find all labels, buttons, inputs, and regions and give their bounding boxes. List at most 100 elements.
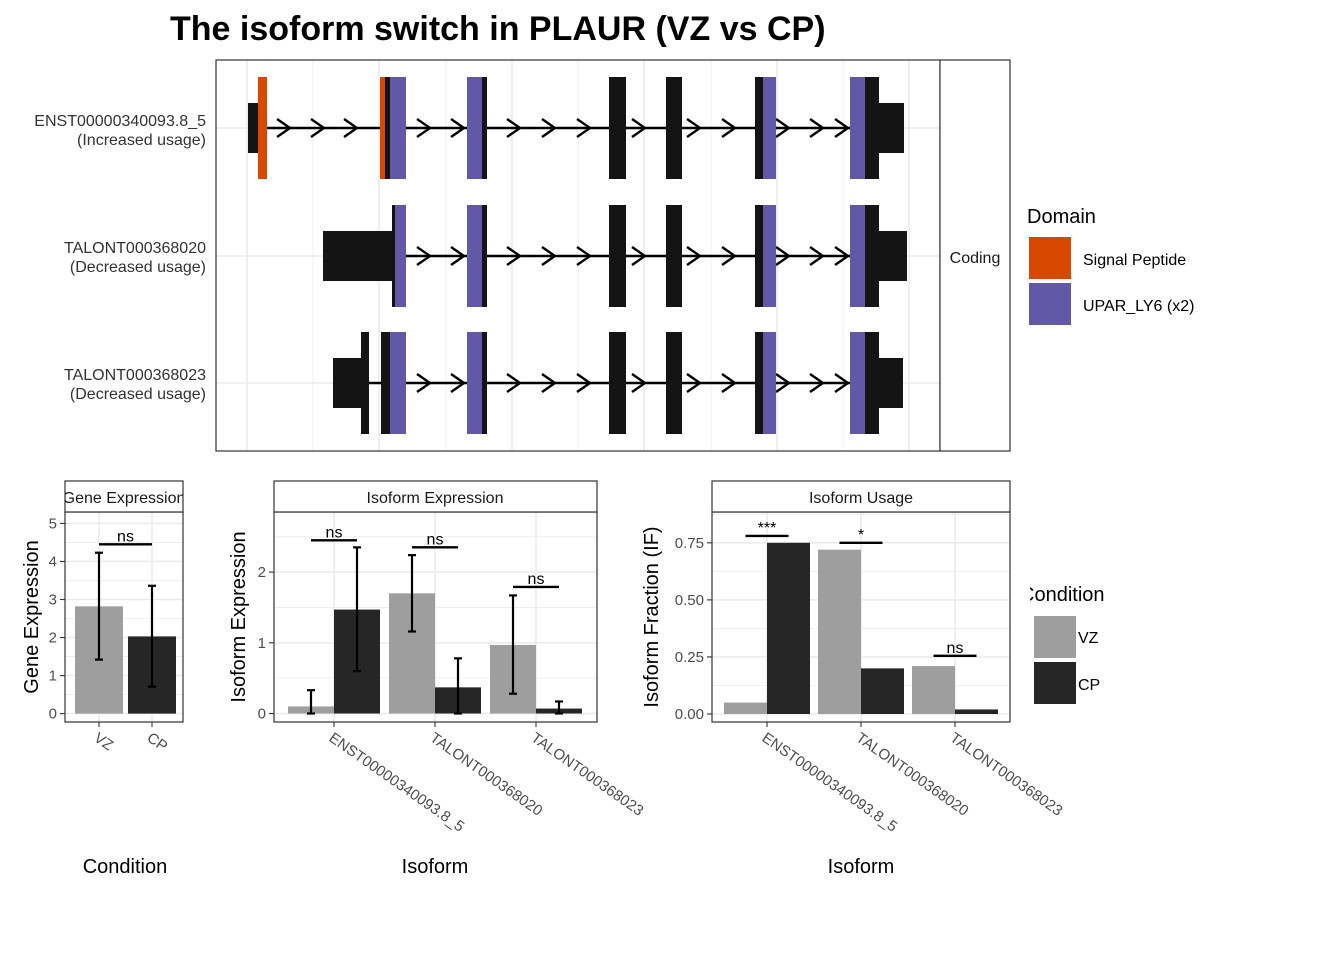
y-tick-label: 3 <box>49 592 57 609</box>
exon <box>381 332 390 434</box>
exon <box>333 358 361 408</box>
bar-vz-1 <box>724 702 767 715</box>
intron-direction-arrow <box>506 246 523 266</box>
signal-peptide-domain <box>380 77 385 179</box>
intron-direction-arrow <box>416 246 433 266</box>
isoform-usage-ylabel: Isoform Fraction (IF) <box>641 526 663 707</box>
coding-strip-label: Coding <box>950 250 1001 267</box>
gene-expression-ylabel: Gene Expression <box>21 540 43 693</box>
y-tick-label: 0.50 <box>675 592 704 609</box>
intron-direction-arrow <box>450 373 467 393</box>
intron-direction-arrow <box>541 246 558 266</box>
upar-domain <box>763 77 776 179</box>
exon <box>666 332 682 434</box>
upar-domain <box>850 205 865 307</box>
exon <box>609 205 626 307</box>
intron-direction-arrow <box>541 373 558 393</box>
exon <box>609 77 626 179</box>
transcript-2-id: TALONT000368020 <box>64 240 206 257</box>
exon <box>755 332 763 434</box>
exon <box>666 77 682 179</box>
isoform-usage-xlabel: Isoform <box>828 856 895 878</box>
gene-expression-strip <box>64 480 184 513</box>
transcript-1-id: ENST00000340093.8_5 <box>34 113 206 130</box>
transcript-3-id: TALONT000368023 <box>64 367 206 384</box>
transcript-track-2 <box>323 205 907 307</box>
y-tick-label: 0 <box>258 706 266 723</box>
exon <box>609 332 626 434</box>
bar-cp-1 <box>767 542 810 715</box>
intron-direction-arrow <box>576 373 593 393</box>
intron-direction-arrow <box>576 118 593 138</box>
gene-expression-strip-label: Gene Expression <box>63 490 186 507</box>
intron-direction-arrow <box>506 373 523 393</box>
upar-domain <box>390 77 406 179</box>
bar-cp-3 <box>955 709 998 715</box>
exon <box>482 332 487 434</box>
significance-label: ns <box>117 528 134 545</box>
exon <box>865 77 879 179</box>
significance-label: * <box>858 527 864 544</box>
exon <box>392 205 395 307</box>
significance-label: *** <box>758 520 777 537</box>
intron-direction-arrow <box>450 246 467 266</box>
exon <box>361 332 369 434</box>
legend-label-vz: VZ <box>1078 630 1099 647</box>
intron-direction-arrow <box>721 373 738 393</box>
intron-direction-arrow <box>631 373 648 393</box>
significance-label: ns <box>427 531 444 548</box>
y-tick-label: 2 <box>49 630 57 647</box>
intron-direction-arrow <box>416 373 433 393</box>
transcript-track-3 <box>333 332 903 434</box>
intron-direction-arrow <box>541 118 558 138</box>
legend-key-cp <box>1034 662 1076 704</box>
domain-legend: Domain Signal Peptide UPAR_LY6 (x2) <box>1027 206 1194 325</box>
exon <box>482 77 487 179</box>
exon <box>755 205 763 307</box>
exon <box>879 358 903 408</box>
x-tick-label: VZ <box>91 729 116 754</box>
intron-direction-arrow <box>809 118 826 138</box>
structure-panel: Coding ENST00000340093.8_5 (Increased us… <box>34 59 1011 452</box>
bar-vz-3 <box>912 666 955 715</box>
exon <box>755 77 763 179</box>
structure-tracks <box>248 77 907 434</box>
upar-domain <box>467 205 482 307</box>
isoform-expression-strip-label: Isoform Expression <box>367 490 504 507</box>
y-tick-label: 4 <box>49 553 57 570</box>
legend-label-signal-peptide: Signal Peptide <box>1083 252 1186 269</box>
domain-legend-title: Domain <box>1027 206 1096 228</box>
upar-domain <box>390 332 406 434</box>
intron-direction-arrow <box>834 246 851 266</box>
condition-legend-title: Condition <box>1020 584 1105 606</box>
legend-label-cp: CP <box>1078 677 1100 694</box>
intron-direction-arrow <box>450 118 467 138</box>
transcript-2-usage: (Decreased usage) <box>70 259 206 276</box>
upar-domain <box>850 77 865 179</box>
transcript-track-1 <box>248 77 904 179</box>
intron-direction-arrow <box>834 118 851 138</box>
x-tick-label: TALONT000368023 <box>528 729 647 819</box>
intron-direction-arrow <box>721 246 738 266</box>
coding-strip <box>939 59 1011 452</box>
intron-direction-arrow <box>631 246 648 266</box>
isoform-usage-strip <box>711 480 1011 513</box>
upar-domain <box>763 205 776 307</box>
intron-direction-arrow <box>310 118 327 138</box>
exon <box>666 205 682 307</box>
y-tick-label: 2 <box>258 564 266 581</box>
upar-domain <box>763 332 776 434</box>
intron-direction-arrow <box>686 246 703 266</box>
intron-direction-arrow <box>721 118 738 138</box>
intron-direction-arrow <box>686 118 703 138</box>
isoform-usage-panel: *** *ns Isoform Usage 0.000.250.500.75ENS… <box>641 480 1066 878</box>
legend-key-upar <box>1029 283 1071 325</box>
x-tick-label: CP <box>144 729 171 755</box>
isoform-usage-strip-label: Isoform Usage <box>809 490 913 507</box>
intron-direction-arrow <box>343 118 360 138</box>
isoform-expression-strip <box>273 480 598 513</box>
y-tick-label: 5 <box>49 515 57 532</box>
gene-expression-plot: ns <box>65 512 183 722</box>
significance-label: ns <box>528 571 545 588</box>
